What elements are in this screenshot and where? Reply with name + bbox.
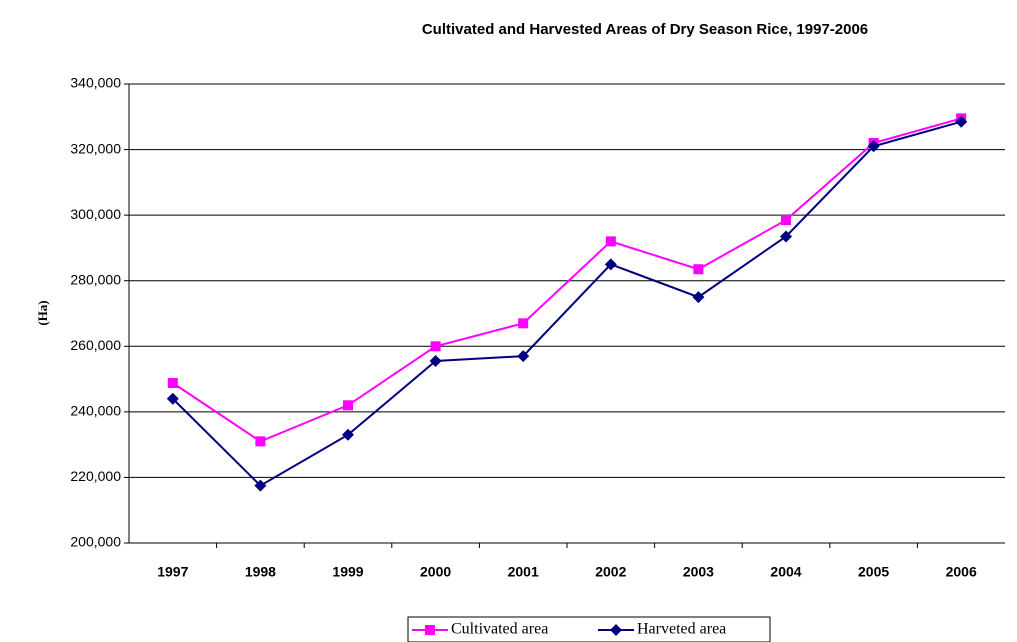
marker <box>166 392 179 405</box>
marker <box>692 291 705 304</box>
y-tick-label: 340,000 <box>70 75 121 91</box>
y-tick-label: 320,000 <box>70 140 121 156</box>
marker <box>517 350 530 363</box>
y-axis-label: (Ha) <box>35 300 50 325</box>
marker <box>343 400 353 411</box>
marker <box>429 355 442 368</box>
marker <box>518 318 529 329</box>
series-line <box>172 117 962 443</box>
marker <box>780 230 792 243</box>
marker <box>430 341 441 352</box>
y-tick-label: 240,000 <box>70 403 121 419</box>
x-tick-label: 2005 <box>858 564 889 580</box>
legend-marker <box>425 625 435 635</box>
y-tick-label: 260,000 <box>70 337 121 353</box>
marker <box>342 428 354 441</box>
legend-label: Cultivated area <box>451 621 548 638</box>
marker <box>867 140 880 153</box>
legend-marker <box>610 624 622 636</box>
marker <box>604 258 617 271</box>
y-tick-label: 200,000 <box>70 534 121 550</box>
x-tick-label: 2001 <box>508 564 539 580</box>
y-tick-label: 300,000 <box>70 206 121 222</box>
marker <box>254 479 267 492</box>
legend-box <box>407 616 771 642</box>
x-tick-label: 2004 <box>770 564 801 580</box>
x-tick-label: 2000 <box>420 564 451 580</box>
x-tick-label: 1998 <box>245 564 276 580</box>
x-tick-label: 1997 <box>157 564 188 580</box>
marker <box>167 378 178 389</box>
marker <box>255 436 266 447</box>
marker <box>955 115 968 128</box>
y-tick-label: 220,000 <box>70 468 121 484</box>
marker <box>781 215 791 226</box>
chart-title: Cultivated and Harvested Areas of Dry Se… <box>422 21 868 38</box>
marker <box>605 236 616 247</box>
legend-label: Harveted area <box>637 621 726 638</box>
marker <box>693 264 704 275</box>
x-tick-label: 1999 <box>332 564 363 580</box>
series-line <box>172 120 962 487</box>
x-tick-label: 2006 <box>946 564 977 580</box>
x-tick-label: 2002 <box>595 564 626 580</box>
x-tick-label: 2003 <box>683 564 714 580</box>
y-tick-label: 280,000 <box>70 271 121 287</box>
